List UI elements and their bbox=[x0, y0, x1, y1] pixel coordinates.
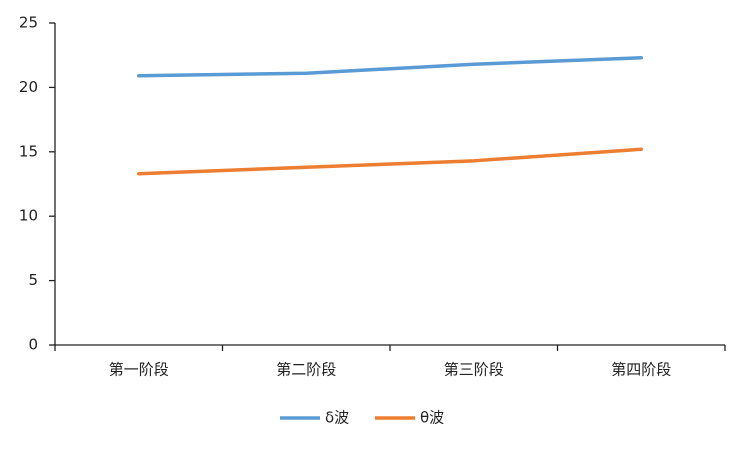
y-tick-label: 10 bbox=[19, 207, 38, 225]
line-series bbox=[137, 147, 643, 176]
x-tick-label: 第四阶段 bbox=[611, 361, 671, 379]
y-tick-label: 20 bbox=[19, 78, 38, 96]
y-tick-label: 0 bbox=[28, 336, 38, 354]
x-tick-label: 第二阶段 bbox=[276, 361, 336, 379]
y-tick-label: 5 bbox=[28, 271, 38, 289]
y-tick-label: 15 bbox=[19, 142, 38, 160]
x-tick-label: 第一阶段 bbox=[109, 361, 169, 379]
legend-label: δ波 bbox=[325, 409, 349, 427]
legend-label: θ波 bbox=[420, 409, 444, 427]
y-tick-label: 25 bbox=[19, 14, 38, 32]
line-series bbox=[137, 56, 643, 78]
x-tick-label: 第三阶段 bbox=[444, 361, 504, 379]
